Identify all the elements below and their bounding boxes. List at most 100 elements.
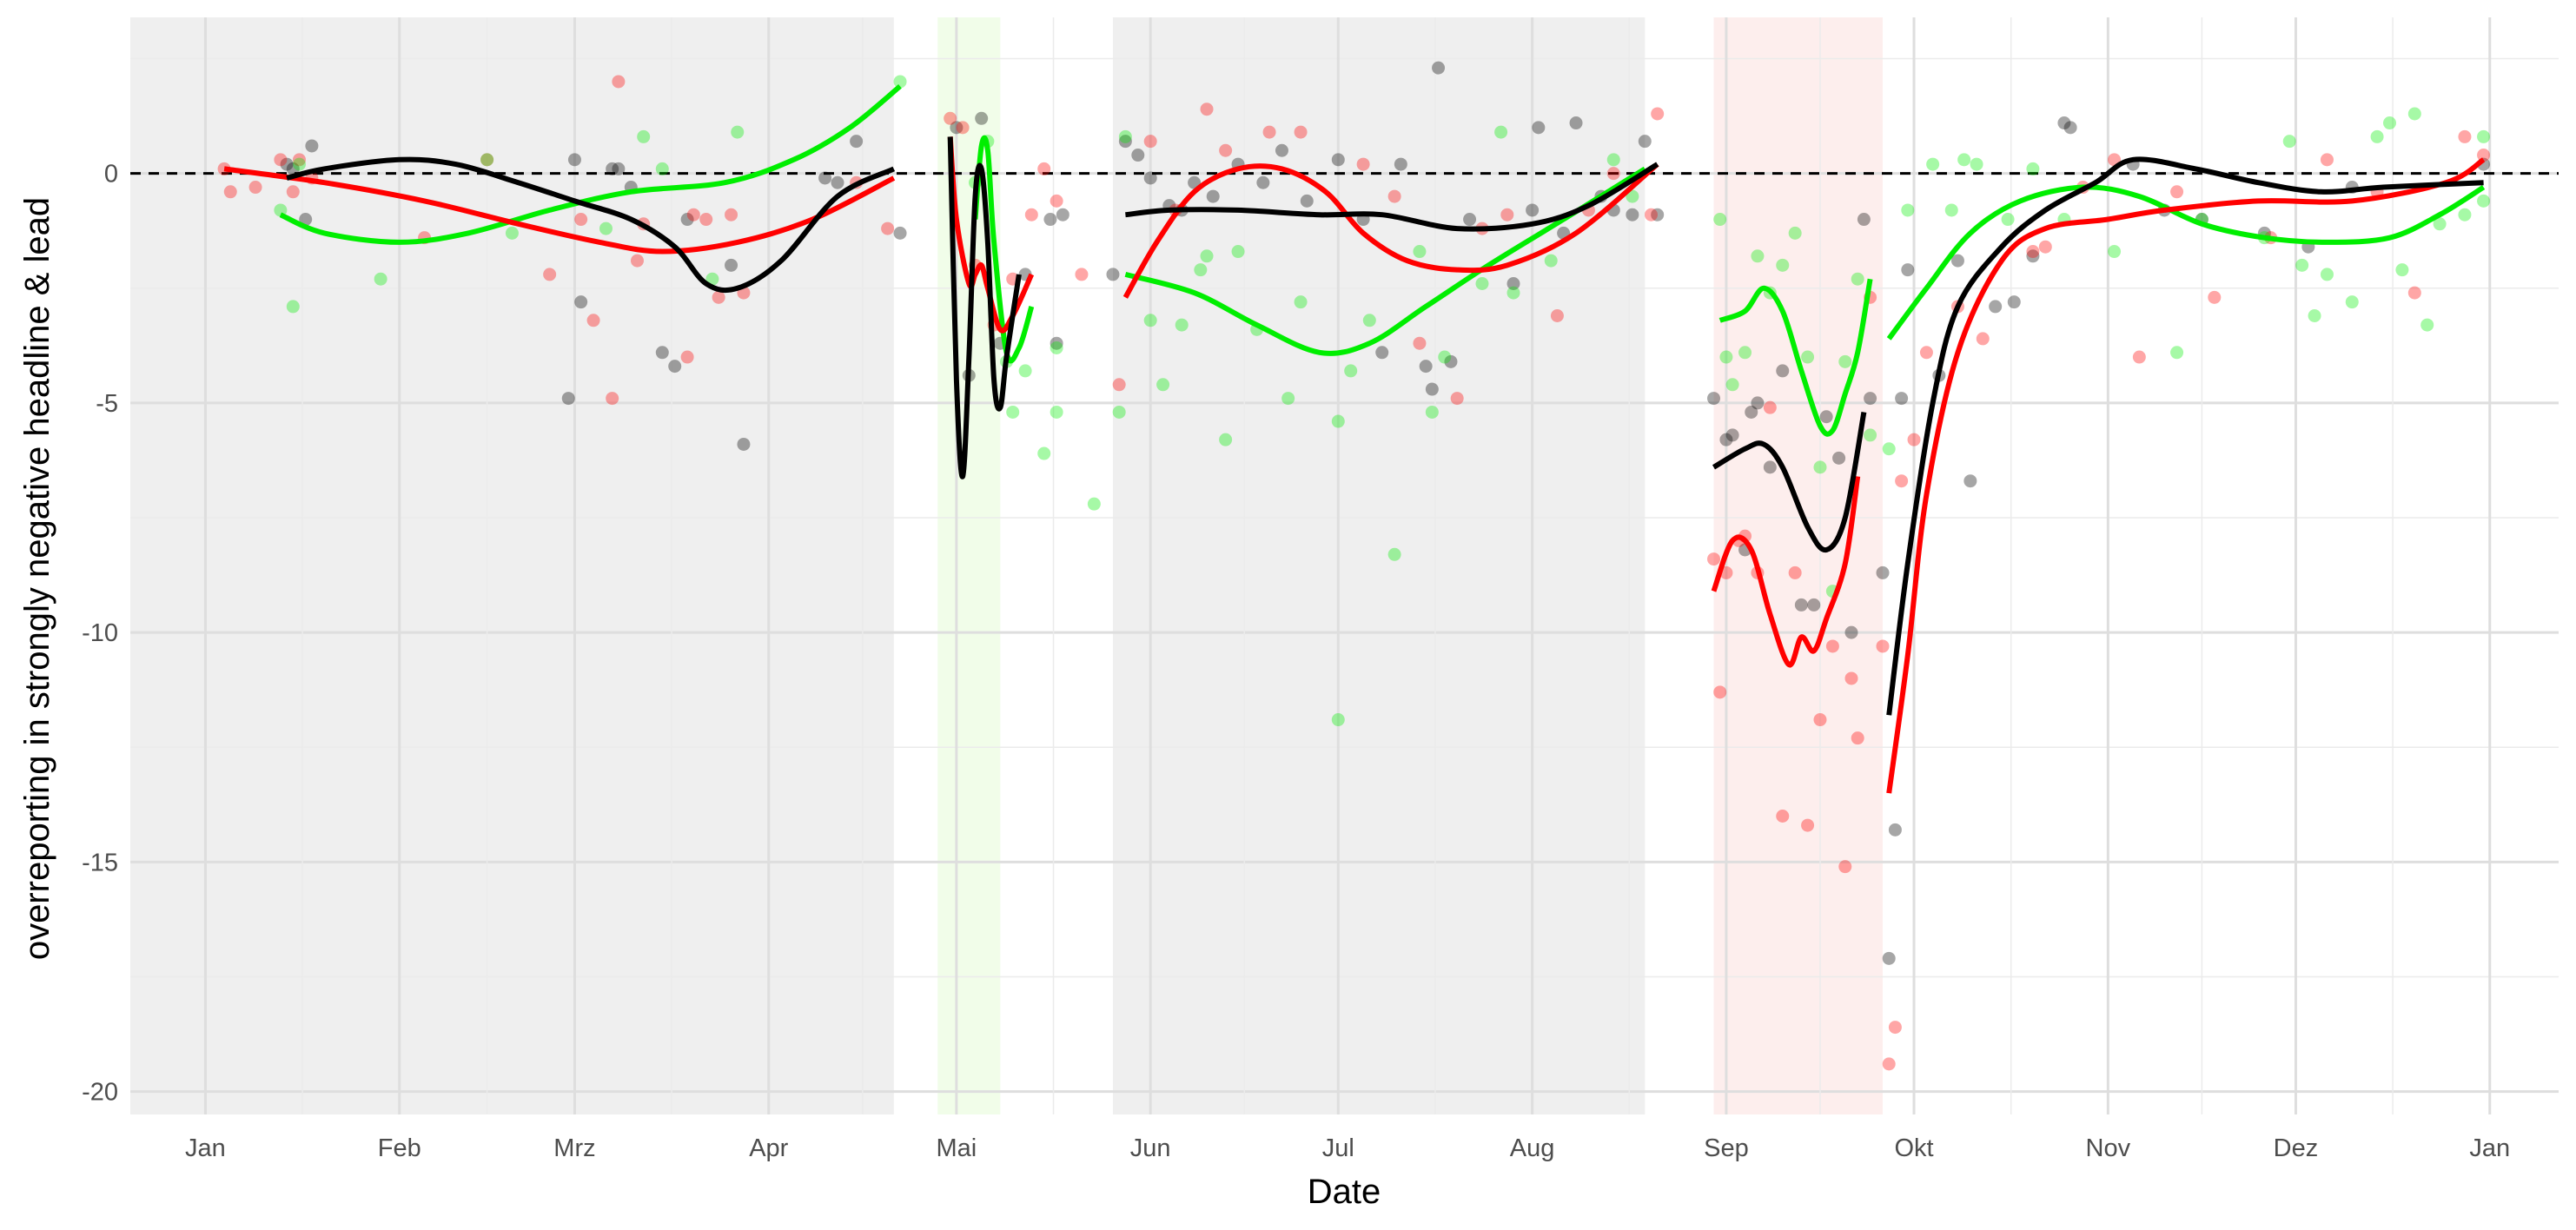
data-point: [1725, 378, 1739, 392]
data-point: [2407, 107, 2421, 121]
data-point: [2026, 249, 2040, 263]
data-point: [505, 226, 519, 240]
x-axis-title: Date: [1308, 1173, 1381, 1211]
data-point: [1532, 121, 1546, 135]
data-point: [655, 162, 669, 175]
data-point: [1719, 350, 1733, 364]
data-point: [818, 171, 832, 185]
data-point: [2282, 135, 2296, 149]
data-point: [2477, 149, 2491, 162]
data-point: [1882, 951, 1896, 965]
data-point: [1638, 135, 1652, 149]
smooth-line-segment: [1886, 157, 2486, 794]
data-point: [1851, 731, 1864, 745]
data-point: [1037, 162, 1051, 175]
x-tick-label: Jan: [185, 1134, 226, 1162]
smooth-line-segment: [1718, 278, 1873, 437]
data-point: [2345, 295, 2359, 309]
data-point: [1494, 125, 1508, 139]
data-point: [893, 226, 907, 240]
data-point: [1056, 208, 1069, 222]
data-point: [292, 157, 306, 171]
data-point: [2170, 346, 2184, 360]
data-point: [286, 185, 300, 199]
data-point: [1876, 565, 1890, 579]
data-point: [1394, 157, 1407, 171]
smooth-lines: [223, 83, 2486, 794]
data-point: [1801, 350, 1815, 364]
smooth-line-segment: [1711, 476, 1861, 668]
data-point: [1425, 382, 1439, 396]
data-point: [1838, 860, 1852, 874]
data-point: [1118, 129, 1132, 143]
smooth-line-segment: [286, 156, 896, 294]
data-point: [725, 208, 738, 222]
data-point: [606, 392, 619, 406]
data-point: [1544, 254, 1558, 268]
data-point: [1050, 194, 1063, 208]
data-point: [1387, 547, 1401, 561]
data-point: [1651, 107, 1665, 121]
data-point: [1050, 336, 1063, 350]
data-point: [1976, 332, 1990, 346]
data-point: [1725, 428, 1739, 442]
data-point: [1813, 460, 1827, 474]
data-point: [1206, 189, 1220, 203]
data-point: [680, 350, 694, 364]
data-point: [637, 129, 651, 143]
data-point: [1331, 153, 1345, 167]
data-point: [1832, 451, 1846, 465]
data-point: [1606, 167, 1620, 181]
data-point: [1707, 552, 1721, 566]
x-tick-label: Okt: [1894, 1134, 1933, 1162]
data-point: [1200, 249, 1214, 263]
data-point: [1281, 392, 1295, 406]
x-tick-label: Apr: [749, 1134, 788, 1162]
data-point: [1651, 208, 1665, 222]
x-tick-label: Mai: [937, 1134, 977, 1162]
y-tick-label: -15: [82, 849, 118, 876]
data-point: [737, 437, 751, 451]
smooth-line-segment: [1122, 162, 1659, 299]
data-point: [1344, 364, 1358, 378]
smooth-line-segment: [279, 83, 902, 245]
data-point: [292, 153, 306, 167]
data-point: [1794, 598, 1808, 612]
data-point: [1037, 446, 1051, 460]
data-point: [1356, 157, 1370, 171]
data-point: [2208, 290, 2222, 304]
data-point: [2007, 295, 2021, 309]
data-point: [1957, 153, 1971, 167]
data-point: [2320, 153, 2334, 167]
data-point: [705, 272, 719, 286]
data-point: [2320, 268, 2334, 281]
y-axis-title: overreporting in strongly negative headl…: [18, 197, 56, 960]
data-point: [712, 290, 725, 304]
data-point: [1043, 213, 1057, 227]
data-point: [1419, 360, 1433, 374]
x-tick-labels: Jan Feb Mrz Apr Mai Jun Jul Aug Sep Okt Nov Dez Jan: [185, 1134, 2510, 1162]
data-point: [574, 213, 588, 227]
smooth-line-segment: [1124, 166, 1646, 356]
data-point: [1944, 203, 1958, 217]
data-point: [223, 185, 237, 199]
data-point: [567, 153, 581, 167]
data-point: [2026, 162, 2040, 175]
data-point: [1143, 171, 1157, 185]
data-point: [2295, 258, 2309, 272]
data-point: [725, 258, 738, 272]
data-point: [1901, 263, 1915, 277]
smooth-line-segment: [947, 136, 1022, 479]
data-point: [1788, 565, 1802, 579]
x-tick-label: Feb: [378, 1134, 421, 1162]
data-point: [630, 254, 644, 268]
data-point: [1813, 713, 1827, 727]
data-point: [686, 208, 700, 222]
data-point: [1507, 277, 1520, 291]
data-point: [1776, 364, 1790, 378]
data-point: [1738, 346, 1752, 360]
data-point: [1018, 364, 1032, 378]
data-point: [1819, 410, 1833, 424]
data-point: [2108, 245, 2122, 259]
